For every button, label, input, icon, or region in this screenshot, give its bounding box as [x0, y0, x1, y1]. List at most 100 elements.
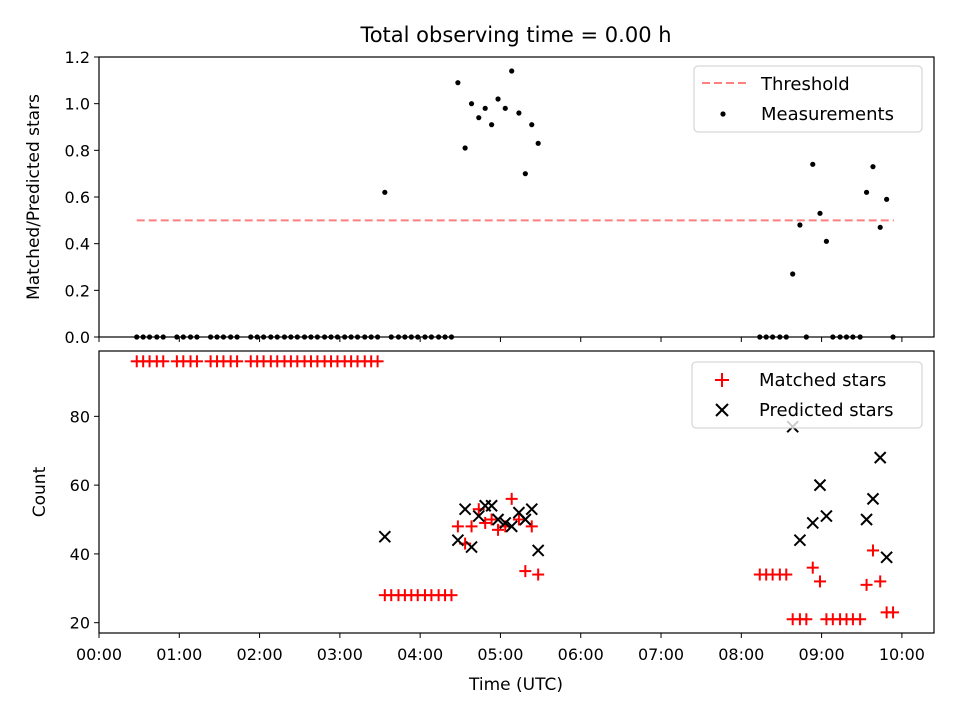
measurement-point [462, 145, 468, 151]
measurement-point [509, 68, 515, 74]
top-y-tick-label: 1.0 [65, 95, 90, 114]
matched-star-markers [130, 355, 900, 626]
measurement-point [884, 196, 890, 202]
top-y-tick-label: 0.4 [65, 235, 90, 254]
measurement-point [535, 140, 541, 146]
matched-star-marker [492, 523, 505, 536]
top-y-ticks: 0.0 0.2 0.4 0.6 0.8 1.0 1.2 [65, 48, 99, 347]
top-y-tick-label: 0.0 [65, 328, 90, 347]
bottom-x-tick-label: 06:00 [558, 645, 604, 664]
matched-star-marker [806, 561, 819, 574]
legend-measurements-swatch [720, 111, 726, 117]
matched-star-marker [866, 544, 879, 557]
measurement-point [468, 101, 475, 107]
top-y-tick-label: 0.6 [65, 188, 90, 207]
bottom-y-ticks: 20 40 60 80 [70, 407, 99, 633]
predicted-star-marker [531, 544, 545, 557]
bottom-y-axis-label: Count [30, 466, 50, 517]
bottom-x-tick-label: 08:00 [718, 645, 764, 664]
measurement-point [522, 171, 528, 177]
matched-star-marker [451, 520, 464, 533]
bottom-x-tick-label: 02:00 [237, 645, 283, 664]
predicted-star-marker [519, 513, 532, 526]
bottom-y-tick-label: 60 [70, 476, 90, 495]
matched-star-marker [854, 613, 867, 626]
matched-star-marker [860, 578, 873, 591]
matched-star-marker [512, 513, 525, 526]
predicted-star-marker [873, 451, 887, 464]
matched-star-marker [190, 355, 203, 368]
x-axis-label: Time (UTC) [468, 675, 563, 695]
measurement-point [877, 224, 883, 230]
measurement-points [134, 68, 896, 340]
measurement-point [495, 96, 501, 102]
predicted-star-marker [806, 516, 819, 530]
matched-star-marker [465, 520, 478, 533]
predicted-star-marker [505, 520, 518, 533]
bottom-x-tick-label: 10:00 [879, 645, 925, 664]
top-y-tick-label: 0.2 [65, 281, 90, 300]
matched-star-marker [525, 520, 538, 533]
measurement-point [516, 110, 522, 116]
predicted-star-marker [866, 492, 880, 506]
bottom-y-tick-label: 20 [70, 614, 90, 633]
measurement-point [476, 115, 482, 121]
measurement-point [810, 161, 816, 167]
ratio-plot: Total observing time = 0.00 h 0.00.20.40… [24, 23, 935, 347]
predicted-star-marker [465, 540, 478, 554]
matched-star-marker [813, 575, 826, 588]
bottom-x-tick-label: 01:00 [156, 645, 202, 664]
measurement-point [489, 122, 495, 128]
top-y-tick-label: 1.2 [65, 48, 90, 67]
matched-star-marker [780, 568, 793, 581]
matched-star-marker [887, 606, 900, 619]
top-y-tick-label: 0.8 [65, 141, 90, 160]
predicted-star-marker [813, 478, 827, 492]
matched-star-marker [371, 355, 384, 368]
matched-star-marker [445, 589, 458, 602]
measurement-point [790, 271, 796, 277]
matched-star-marker [874, 575, 887, 588]
bottom-x-ticks: 00:00 01:00 02:00 03:00 04:00 05:00 06:00 07:00… [76, 633, 925, 664]
top-legend: Threshold Measurements [693, 65, 923, 133]
top-axes-frame [98, 56, 935, 338]
bottom-x-tick-label: 05:00 [477, 645, 523, 664]
bottom-x-tick-label: 04:00 [397, 645, 443, 664]
measurement-point [529, 122, 535, 128]
measurement-point [482, 105, 488, 111]
measurement-point [382, 189, 388, 195]
bottom-legend-box [691, 361, 923, 429]
predicted-star-marker [458, 502, 472, 516]
bottom-x-tick-label: 03:00 [317, 645, 363, 664]
predicted-star-marker [378, 530, 392, 543]
matched-star-marker [505, 492, 518, 505]
predicted-star-marker [860, 513, 873, 526]
matched-star-marker [519, 565, 532, 578]
chart-title: Total observing time = 0.00 h [359, 23, 671, 47]
measurement-point [455, 80, 461, 86]
predicted-star-marker [793, 533, 807, 547]
bottom-axes-frame [98, 350, 935, 634]
measurement-point [817, 210, 823, 216]
bottom-y-tick-label: 40 [70, 545, 90, 564]
legend-predicted-swatch [715, 403, 729, 417]
bottom-y-tick-label: 80 [70, 407, 90, 426]
predicted-star-marker [820, 509, 833, 523]
bottom-x-tick-label: 07:00 [638, 645, 684, 664]
legend-measurements-label: Measurements [761, 104, 894, 125]
legend-threshold-label: Threshold [760, 74, 850, 95]
predicted-star-marker [525, 502, 538, 516]
predicted-star-markers [378, 420, 893, 564]
matched-star-marker [157, 355, 170, 368]
predicted-star-marker [472, 509, 485, 523]
top-y-axis-label: Matched/Predicted stars [24, 94, 44, 300]
legend-matched-label: Matched stars [759, 370, 886, 391]
predicted-star-marker [451, 533, 465, 547]
matched-star-marker [479, 516, 492, 529]
legend-predicted-label: Predicted stars [759, 400, 893, 421]
bottom-x-tick-label: 00:00 [76, 645, 122, 664]
top-legend-box [693, 65, 923, 133]
measurement-point [502, 105, 508, 111]
